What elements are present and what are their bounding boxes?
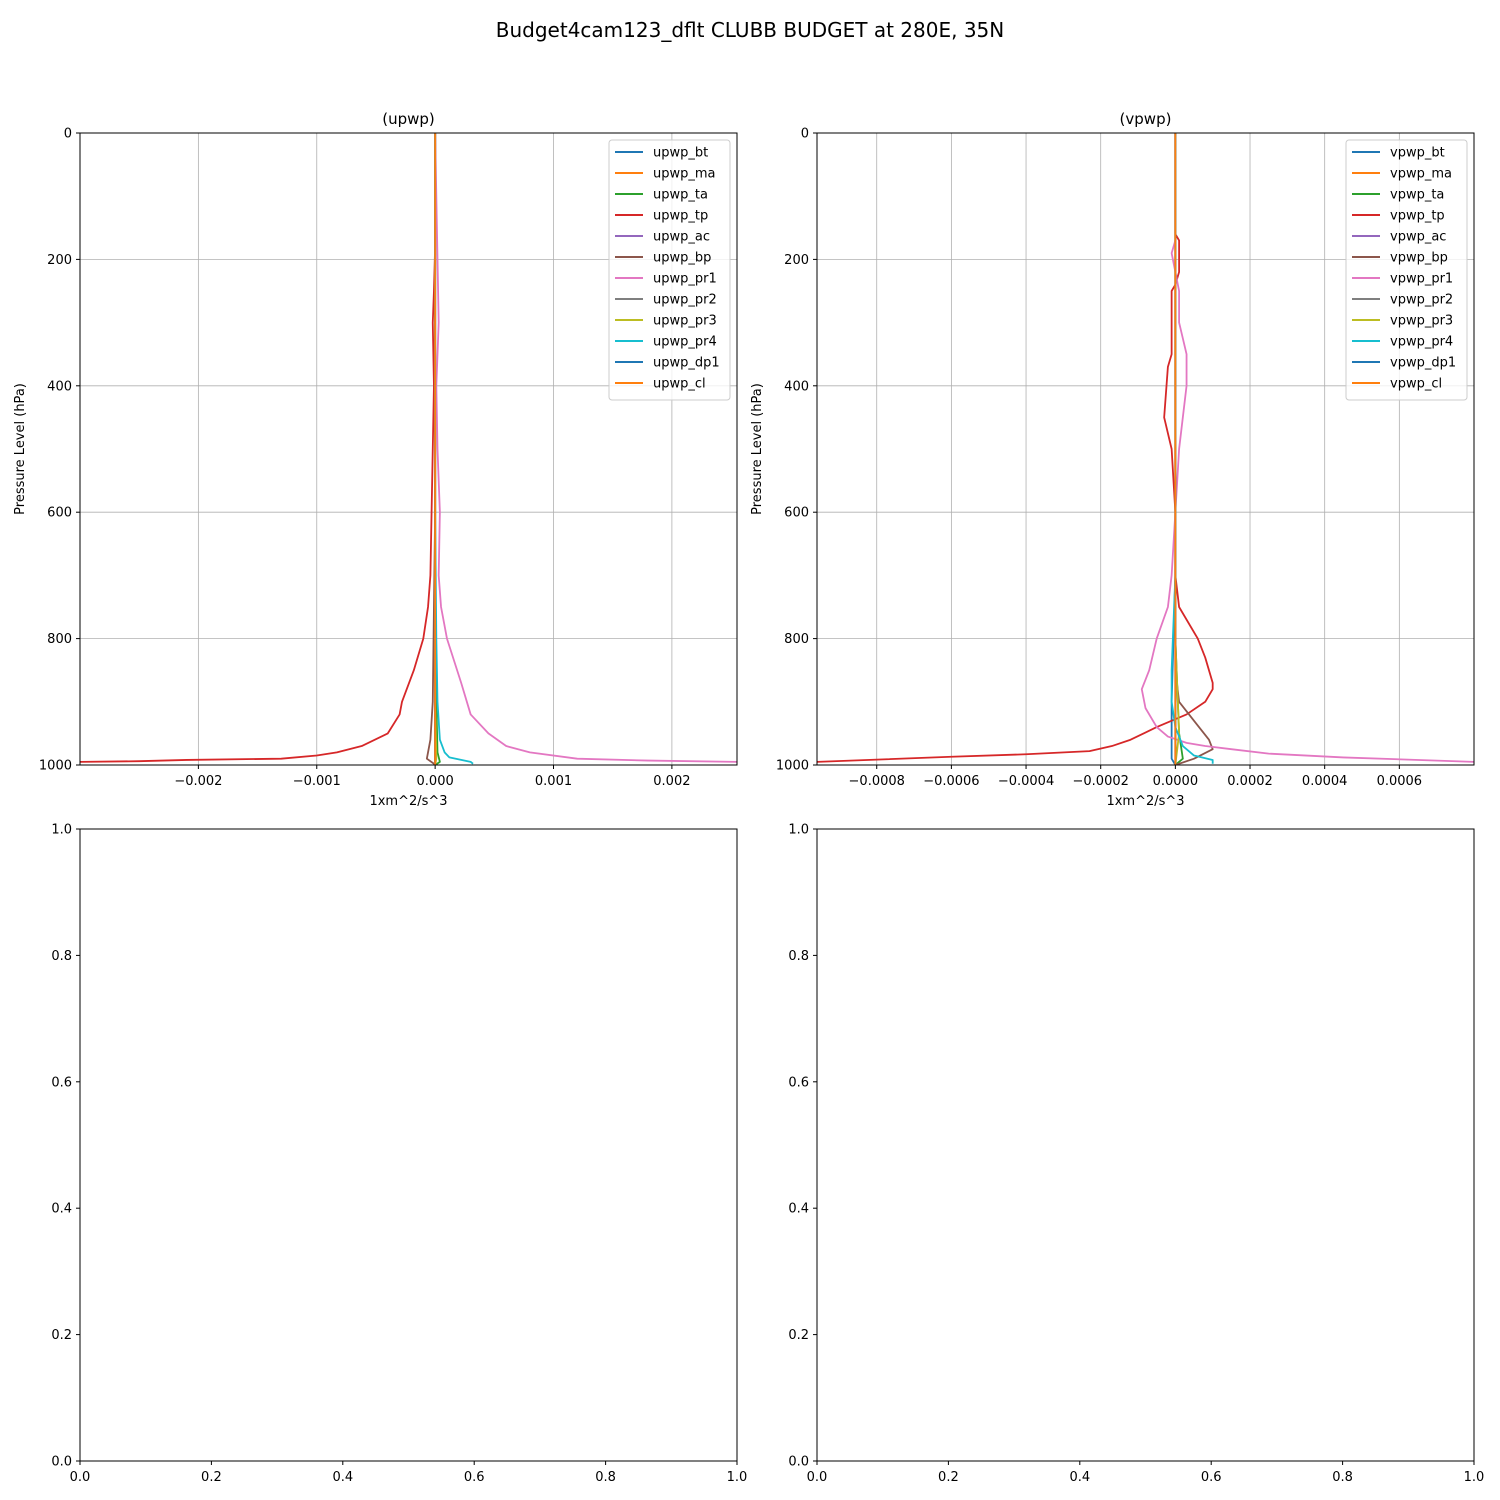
axes-frame — [79, 132, 738, 766]
y-tick-label: 1.0 — [788, 823, 809, 838]
y-tick-label: 600 — [47, 506, 72, 521]
y-tick-label: 600 — [784, 506, 809, 521]
legend-label-vpwp_tp: vpwp_tp — [1390, 209, 1445, 224]
legend-label-upwp_bt: upwp_bt — [653, 146, 708, 161]
y-tick-label: 0.4 — [51, 1202, 72, 1217]
x-tick-label: 0.0000 — [1153, 774, 1199, 789]
chart-panel-2: −0.0008 −0.0006 −0.0004 −0.0002 0.0000 0.0002… — [750, 110, 1475, 809]
legend-label-upwp_ac: upwp_ac — [653, 230, 710, 245]
legend-label-upwp_dp1: upwp_dp1 — [653, 356, 720, 371]
y-tick-label: 0.8 — [788, 949, 809, 964]
x-tick-label: 0.0 — [807, 1470, 828, 1485]
axes-frame — [79, 828, 738, 1462]
x-tick-label: 0.2 — [938, 1470, 959, 1485]
series-line-vpwp_pr1 — [1140, 133, 1474, 763]
x-tick-label: 1.0 — [727, 1470, 748, 1485]
legend-box — [1345, 139, 1468, 401]
x-tick-label: 0.001 — [535, 774, 572, 789]
chart-panel-1: −0.002 −0.001 0.000 0.001 0.002 0 200 400 600 800… — [13, 110, 738, 809]
x-tick-label: −0.0006 — [923, 774, 979, 789]
y-tick-label: 400 — [47, 379, 72, 394]
legend-label-vpwp_pr3: vpwp_pr3 — [1390, 314, 1453, 329]
legend-label-vpwp_bp: vpwp_bp — [1390, 251, 1448, 266]
legend: vpwp_bt vpwp_ma vpwp_ta vpwp_tp vpwp_ac vpwp_… — [1345, 139, 1468, 401]
x-tick-label: 0.0002 — [1227, 774, 1273, 789]
legend-box — [608, 139, 731, 401]
legend-label-vpwp_dp1: vpwp_dp1 — [1390, 356, 1456, 371]
y-tick-label: 200 — [784, 253, 809, 268]
y-axis-label: Pressure Level (hPa) — [750, 383, 765, 515]
series-group — [817, 133, 1474, 765]
legend-label-upwp_pr2: upwp_pr2 — [653, 293, 717, 308]
x-tick-label: −0.0008 — [849, 774, 905, 789]
x-tick-label: 0.4 — [1069, 1470, 1090, 1485]
legend-label-upwp_pr1: upwp_pr1 — [653, 272, 717, 287]
legend-label-upwp_ta: upwp_ta — [653, 188, 708, 203]
x-tick-label: −0.001 — [293, 774, 341, 789]
y-tick-label: 800 — [47, 632, 72, 647]
series-group — [80, 133, 737, 765]
x-tick-label: 0.0004 — [1302, 774, 1348, 789]
legend-label-upwp_cl: upwp_cl — [653, 377, 706, 392]
figure-title: Budget4cam123_dflt CLUBB BUDGET at 280E,… — [496, 18, 1004, 42]
x-tick-label: 0.6 — [1201, 1470, 1222, 1485]
legend-label-vpwp_cl: vpwp_cl — [1390, 377, 1442, 392]
series-line-upwp_tp — [80, 133, 437, 763]
y-tick-label: 0.2 — [51, 1328, 72, 1343]
y-tick-label: 0.0 — [51, 1455, 72, 1470]
y-tick-label: 0.4 — [788, 1202, 809, 1217]
y-tick-label: 0.2 — [788, 1328, 809, 1343]
series-line-upwp_pr1 — [434, 133, 737, 763]
x-tick-label: 0.002 — [653, 774, 690, 789]
legend-label-vpwp_pr4: vpwp_pr4 — [1390, 335, 1453, 350]
y-tick-label: 0.6 — [788, 1075, 809, 1090]
axes-frame — [816, 132, 1475, 766]
legend-label-vpwp_ta: vpwp_ta — [1390, 188, 1444, 203]
legend-label-vpwp_ac: vpwp_ac — [1390, 230, 1446, 245]
x-tick-label: 0.8 — [595, 1470, 616, 1485]
legend-label-vpwp_pr1: vpwp_pr1 — [1390, 272, 1453, 287]
x-tick-label: −0.0004 — [998, 774, 1054, 789]
y-tick-label: 1.0 — [51, 823, 72, 838]
x-tick-label: 0.4 — [332, 1470, 353, 1485]
y-tick-label: 200 — [47, 253, 72, 268]
legend-label-upwp_bp: upwp_bp — [653, 251, 711, 266]
legend-label-vpwp_bt: vpwp_bt — [1390, 146, 1445, 161]
panel-title: (vpwp) — [1120, 110, 1172, 128]
x-tick-label: 1.0 — [1464, 1470, 1485, 1485]
x-tick-label: 0.2 — [201, 1470, 222, 1485]
x-tick-label: 0.8 — [1332, 1470, 1353, 1485]
y-tick-label: 0.6 — [51, 1075, 72, 1090]
x-tick-label: −0.0002 — [1073, 774, 1129, 789]
legend-label-vpwp_pr2: vpwp_pr2 — [1390, 293, 1453, 308]
legend-label-upwp_pr4: upwp_pr4 — [653, 335, 717, 350]
panel-title: (upwp) — [382, 110, 435, 128]
x-axis-label: 1xm^2/s^3 — [1106, 794, 1184, 809]
chart-panel-3: 0.0 0.2 0.4 0.6 0.8 1.0 0.0 0.2 0.4 0.6 0.8 1.0 — [51, 823, 747, 1486]
x-tick-label: −0.002 — [174, 774, 222, 789]
axes-frame — [816, 828, 1475, 1462]
x-tick-label: 0.6 — [464, 1470, 485, 1485]
y-tick-label: 0.8 — [51, 949, 72, 964]
legend: upwp_bt upwp_ma upwp_ta upwp_tp upwp_ac upwp_… — [608, 139, 731, 401]
chart-panel-4: 0.0 0.2 0.4 0.6 0.8 1.0 0.0 0.2 0.4 0.6 0.8 1.0 — [788, 823, 1484, 1486]
y-tick-label: 0.0 — [788, 1455, 809, 1470]
x-tick-label: 0.000 — [417, 774, 454, 789]
legend-label-vpwp_ma: vpwp_ma — [1390, 167, 1452, 182]
x-axis-label: 1xm^2/s^3 — [369, 794, 447, 809]
y-tick-label: 0 — [64, 127, 72, 142]
x-tick-label: 0.0006 — [1377, 774, 1423, 789]
y-tick-label: 1000 — [776, 759, 809, 774]
legend-label-upwp_pr3: upwp_pr3 — [653, 314, 717, 329]
x-tick-label: 0.0 — [70, 1470, 91, 1485]
y-tick-label: 1000 — [39, 759, 72, 774]
y-axis-label: Pressure Level (hPa) — [13, 383, 28, 515]
legend-label-upwp_ma: upwp_ma — [653, 167, 716, 182]
y-tick-label: 400 — [784, 379, 809, 394]
y-tick-label: 0 — [801, 127, 809, 142]
y-tick-label: 800 — [784, 632, 809, 647]
legend-label-upwp_tp: upwp_tp — [653, 209, 708, 224]
